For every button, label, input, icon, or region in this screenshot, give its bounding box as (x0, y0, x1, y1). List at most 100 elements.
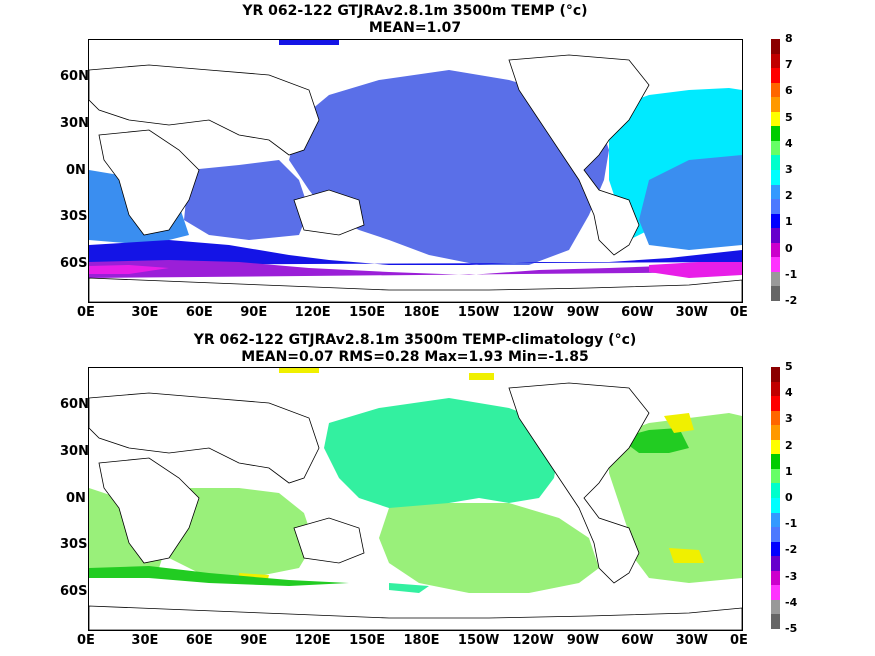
colorbar-label: 2 (785, 438, 793, 452)
colorbar-segment (771, 39, 780, 55)
top-title-line1: YR 062-122 GTJRAv2.8.1m 3500m TEMP (°c) (242, 3, 588, 19)
x-tick-label: 60E (185, 633, 213, 648)
colorbar-segment (771, 68, 780, 84)
bottom-y-tick-60s: 60S (60, 584, 88, 599)
colorbar-label: -5 (785, 622, 798, 635)
x-tick-label: 90W (566, 633, 600, 648)
colorbar-segment (771, 155, 780, 171)
colorbar-segment (771, 170, 780, 186)
colorbar-label: 1 (785, 215, 793, 229)
bottom-y-tick-30s: 30S (60, 537, 88, 552)
colorbar-segment (771, 126, 780, 142)
bottom-pacific-field (324, 398, 559, 518)
colorbar-segment (771, 242, 780, 258)
colorbar-label: -1 (785, 517, 798, 531)
x-tick-label: 90E (240, 633, 268, 648)
bottom-indian-field (159, 488, 314, 578)
bottom-eurasia-land (89, 392, 320, 484)
top-y-tick-60n: 60N (60, 69, 89, 84)
colorbar-segment (771, 111, 780, 127)
colorbar-segment (771, 367, 780, 383)
colorbar-label: 6 (785, 84, 793, 98)
bottom-antarctica-land (89, 605, 742, 630)
top-pacific-field (289, 70, 609, 265)
top-africa-land (98, 129, 200, 236)
x-tick-label: 0E (730, 305, 748, 320)
x-tick-label: 0E (77, 305, 95, 320)
top-australia-land (293, 189, 365, 236)
colorbar-label: 4 (785, 136, 793, 150)
top-antarctica-land (89, 277, 742, 302)
x-tick-label: 90E (240, 305, 268, 320)
x-tick-label: 150W (457, 633, 500, 648)
top-americas-land (508, 54, 650, 256)
top-arctic-blue (279, 40, 339, 45)
bottom-atlantic-field (609, 413, 742, 583)
colorbar-segment (771, 541, 780, 557)
colorbar-segment (771, 439, 780, 455)
colorbar-segment (771, 599, 780, 615)
colorbar-label: 4 (785, 386, 793, 400)
x-tick-label: 30E (131, 633, 159, 648)
colorbar-segment (771, 82, 780, 98)
colorbar-segment (771, 483, 780, 499)
bottom-map-field (89, 368, 742, 630)
colorbar-segment (771, 213, 780, 229)
x-tick-label: 120E (294, 633, 331, 648)
top-y-tick-30s: 30S (60, 209, 88, 224)
colorbar-segment (771, 257, 780, 273)
x-tick-label: 180E (403, 305, 440, 320)
colorbar-segment (771, 585, 780, 601)
top-southern-magenta-band (89, 262, 742, 278)
x-tick-label: 120W (512, 305, 554, 320)
colorbar-segment (771, 199, 780, 215)
bottom-arctic-yellow-2 (469, 373, 494, 380)
x-tick-label: 60E (185, 305, 213, 320)
colorbar-label: 5 (785, 360, 793, 373)
bottom-map (88, 367, 743, 631)
colorbar-label: 3 (785, 163, 793, 176)
colorbar-segment (771, 286, 780, 302)
x-tick-label: 120W (512, 633, 554, 648)
x-tick-label: 150W (457, 305, 500, 320)
colorbar-segment (771, 381, 780, 397)
top-southern-blue-band (89, 240, 742, 265)
colorbar-segment (771, 614, 780, 630)
top-y-tick-0n: 0N (66, 163, 86, 178)
bottom-southern-green-band (89, 566, 349, 586)
bottom-title-line2: MEAN=0.07 RMS=0.28 Max=1.93 Min=-1.85 (241, 349, 589, 365)
bottom-americas-land (508, 382, 650, 584)
top-atlantic-field (609, 88, 742, 240)
colorbar-segment (771, 184, 780, 200)
colorbar-label: -3 (785, 569, 798, 583)
colorbar-segment (771, 556, 780, 572)
colorbar-label: 7 (785, 58, 793, 72)
bottom-arctic-yellow (279, 368, 319, 373)
colorbar-segment (771, 512, 780, 528)
top-map (88, 39, 743, 303)
bottom-yellow-patch-north (664, 413, 694, 433)
colorbar-segment (771, 140, 780, 156)
x-tick-label: 180E (403, 633, 440, 648)
colorbar-label: 0 (785, 491, 793, 504)
colorbar-label: 8 (785, 32, 793, 45)
x-tick-label: 120E (294, 305, 331, 320)
x-tick-label: 0E (77, 633, 95, 648)
colorbar-label: -4 (785, 595, 798, 609)
top-southern-purple-band (89, 260, 742, 278)
bottom-africa-land (98, 457, 200, 564)
x-tick-label: 30E (131, 305, 159, 320)
x-tick-label: 150E (349, 305, 386, 320)
colorbar-segment (771, 454, 780, 470)
top-y-tick-30n: 30N (60, 116, 89, 131)
top-y-tick-60s: 60S (60, 256, 88, 271)
x-tick-label: 90W (566, 305, 600, 320)
x-tick-label: 60W (621, 305, 654, 320)
top-indian-field (184, 160, 309, 240)
colorbar-label: -2 (785, 294, 798, 307)
bottom-colorbar (771, 367, 780, 630)
colorbar-segment (771, 228, 780, 244)
colorbar-segment (771, 498, 780, 514)
x-tick-label: 30W (675, 305, 709, 320)
colorbar-segment (771, 425, 780, 441)
